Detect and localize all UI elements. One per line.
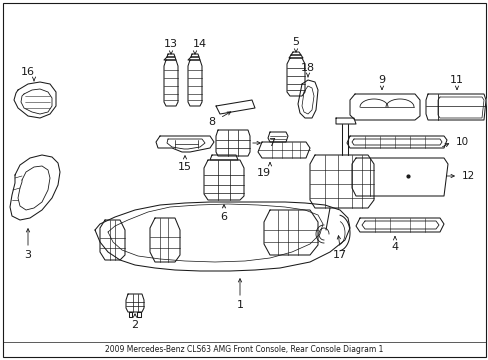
Polygon shape [297,80,317,118]
Text: 11: 11 [449,75,463,85]
Polygon shape [126,294,143,312]
Text: 10: 10 [454,137,468,147]
Text: 8: 8 [208,117,215,127]
Text: 1: 1 [236,300,243,310]
Text: 13: 13 [163,39,178,49]
Text: 5: 5 [292,37,299,47]
Text: 6: 6 [220,212,227,222]
Polygon shape [163,60,178,106]
Polygon shape [187,60,202,106]
Polygon shape [203,160,244,200]
Polygon shape [216,130,249,156]
Text: 9: 9 [378,75,385,85]
Text: 2: 2 [131,320,138,330]
Polygon shape [286,58,305,96]
Polygon shape [216,100,254,114]
Polygon shape [14,82,56,118]
Text: 19: 19 [256,168,270,178]
Polygon shape [10,155,60,220]
Text: 17: 17 [332,250,346,260]
Text: 15: 15 [178,162,192,172]
Polygon shape [346,136,446,148]
Text: 4: 4 [390,242,398,252]
Polygon shape [156,136,214,152]
Polygon shape [425,94,485,120]
Polygon shape [309,155,373,208]
Text: 14: 14 [193,39,206,49]
Polygon shape [95,202,349,271]
Polygon shape [351,158,447,196]
Text: 7: 7 [268,138,275,148]
Text: 12: 12 [461,171,474,181]
Polygon shape [355,218,443,232]
Text: 3: 3 [24,250,31,260]
Text: 2009 Mercedes-Benz CLS63 AMG Front Console, Rear Console Diagram 1: 2009 Mercedes-Benz CLS63 AMG Front Conso… [104,346,383,355]
Polygon shape [258,142,309,158]
Text: 16: 16 [21,67,35,77]
Polygon shape [349,94,419,120]
Text: 18: 18 [300,63,314,73]
